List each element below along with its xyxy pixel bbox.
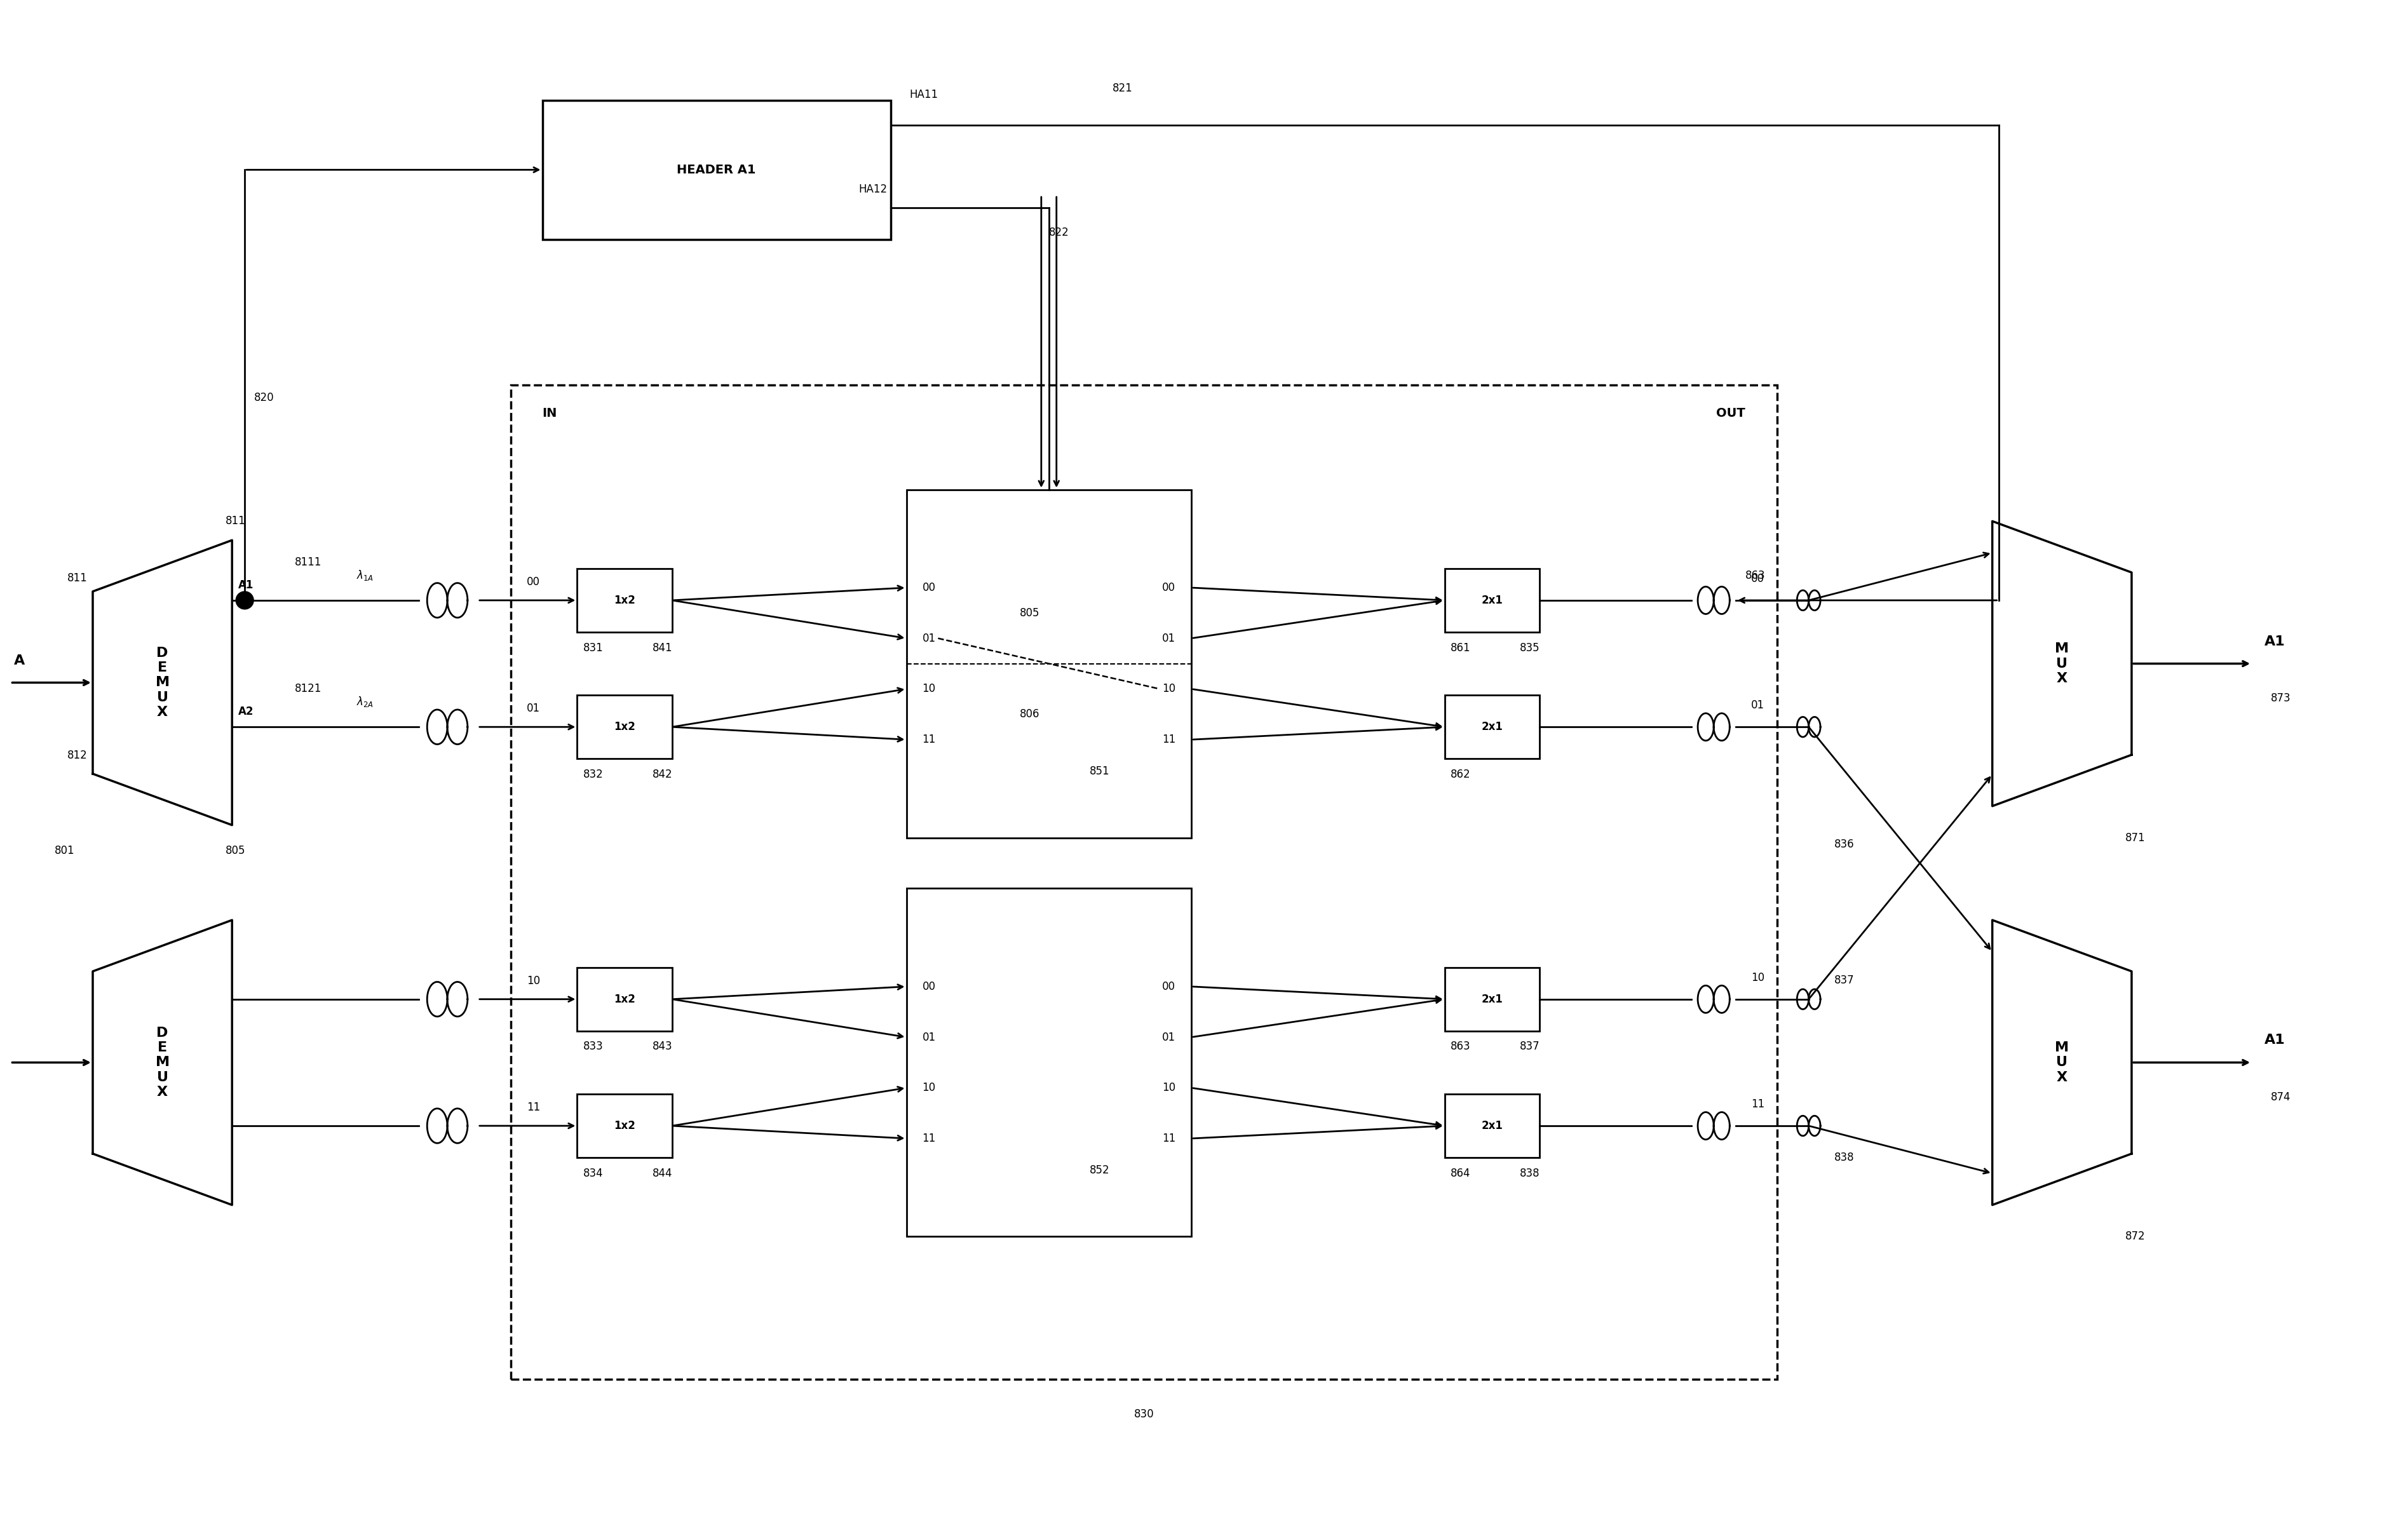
Text: 821: 821 xyxy=(1113,82,1132,94)
Text: 8111: 8111 xyxy=(294,556,323,568)
Text: 11: 11 xyxy=(1161,1133,1175,1144)
Text: $\lambda_{2A}$: $\lambda_{2A}$ xyxy=(356,695,373,708)
Bar xyxy=(1445,568,1539,631)
Text: 834: 834 xyxy=(583,1167,602,1180)
Text: 10: 10 xyxy=(1161,684,1175,695)
Text: 1x2: 1x2 xyxy=(614,721,635,733)
Text: 837: 837 xyxy=(1835,975,1854,986)
Text: 844: 844 xyxy=(652,1167,674,1180)
Text: 11: 11 xyxy=(1161,735,1175,745)
Text: 838: 838 xyxy=(1835,1152,1854,1163)
Text: 874: 874 xyxy=(2272,1092,2291,1103)
Text: D
E
M
U
X: D E M U X xyxy=(155,647,170,719)
Text: 00: 00 xyxy=(922,582,936,593)
Text: 852: 852 xyxy=(1089,1164,1108,1177)
Text: 822: 822 xyxy=(1049,226,1068,239)
Text: D
E
M
U
X: D E M U X xyxy=(155,1027,170,1098)
Text: 843: 843 xyxy=(652,1041,674,1052)
Text: 1x2: 1x2 xyxy=(614,1120,635,1132)
Text: 873: 873 xyxy=(2272,693,2291,704)
Text: 11: 11 xyxy=(1751,1098,1765,1110)
Text: 806: 806 xyxy=(1020,708,1039,721)
Text: 01: 01 xyxy=(1161,633,1175,644)
Text: A1: A1 xyxy=(2265,1033,2286,1047)
Bar xyxy=(1445,695,1539,759)
Bar xyxy=(905,889,1192,1237)
Text: HA11: HA11 xyxy=(910,89,939,100)
Bar xyxy=(578,1093,671,1158)
Text: 811: 811 xyxy=(225,516,246,527)
Text: 11: 11 xyxy=(526,1101,540,1113)
Text: 01: 01 xyxy=(922,1032,936,1043)
Text: 10: 10 xyxy=(526,975,540,987)
Text: 00: 00 xyxy=(1161,981,1175,992)
Text: 871: 871 xyxy=(2126,832,2145,844)
Bar xyxy=(511,385,1777,1380)
Text: 842: 842 xyxy=(652,768,674,781)
Bar xyxy=(578,695,671,759)
Text: 00: 00 xyxy=(526,576,540,588)
Text: A2: A2 xyxy=(239,705,253,718)
Text: 1x2: 1x2 xyxy=(614,594,635,607)
Text: 01: 01 xyxy=(922,633,936,644)
Text: 835: 835 xyxy=(1519,642,1541,653)
Text: 837: 837 xyxy=(1519,1041,1541,1052)
Bar xyxy=(1445,967,1539,1030)
Text: 00: 00 xyxy=(1161,582,1175,593)
Text: 01: 01 xyxy=(1161,1032,1175,1043)
Text: 833: 833 xyxy=(583,1041,602,1052)
Text: 861: 861 xyxy=(1450,642,1472,653)
Text: 00: 00 xyxy=(1751,573,1765,585)
Text: 8121: 8121 xyxy=(294,684,323,695)
Text: 1x2: 1x2 xyxy=(614,993,635,1006)
Text: A: A xyxy=(14,654,24,667)
Text: 10: 10 xyxy=(1751,972,1765,984)
Text: 811: 811 xyxy=(67,573,88,584)
Bar xyxy=(578,967,671,1030)
Bar xyxy=(1445,1093,1539,1158)
Circle shape xyxy=(237,591,253,610)
Text: 805: 805 xyxy=(1020,607,1039,619)
Text: 863: 863 xyxy=(1450,1041,1472,1052)
Text: 832: 832 xyxy=(583,768,602,781)
Text: IN: IN xyxy=(542,407,557,419)
Text: 10: 10 xyxy=(922,684,936,695)
Text: 872: 872 xyxy=(2126,1230,2145,1243)
Text: 00: 00 xyxy=(922,981,936,992)
Text: HEADER A1: HEADER A1 xyxy=(676,163,755,176)
Bar xyxy=(578,568,671,631)
Text: 830: 830 xyxy=(1135,1408,1154,1420)
Text: 2x1: 2x1 xyxy=(1481,993,1503,1006)
Text: 831: 831 xyxy=(583,642,602,653)
Text: 820: 820 xyxy=(253,393,275,403)
Text: 11: 11 xyxy=(922,735,936,745)
Text: 862: 862 xyxy=(1450,768,1472,781)
Text: 812: 812 xyxy=(67,750,88,761)
Text: 01: 01 xyxy=(1751,699,1765,711)
Text: 836: 836 xyxy=(1835,838,1854,850)
Text: 801: 801 xyxy=(55,844,74,856)
Bar xyxy=(542,100,891,239)
Text: A1: A1 xyxy=(2265,634,2286,648)
Text: 841: 841 xyxy=(652,642,674,653)
Text: OUT: OUT xyxy=(1715,407,1746,419)
Text: 2x1: 2x1 xyxy=(1481,721,1503,733)
Bar xyxy=(905,490,1192,838)
Text: 01: 01 xyxy=(526,702,540,715)
Text: 10: 10 xyxy=(922,1083,936,1093)
Text: A1: A1 xyxy=(239,579,253,591)
Text: M
U
X: M U X xyxy=(2055,1041,2069,1084)
Text: 863: 863 xyxy=(1746,570,1765,581)
Text: 851: 851 xyxy=(1089,765,1108,778)
Text: $\lambda_{1A}$: $\lambda_{1A}$ xyxy=(356,568,373,582)
Text: 11: 11 xyxy=(922,1133,936,1144)
Text: M
U
X: M U X xyxy=(2055,642,2069,685)
Text: 2x1: 2x1 xyxy=(1481,594,1503,607)
Text: 864: 864 xyxy=(1450,1167,1472,1180)
Text: 10: 10 xyxy=(1161,1083,1175,1093)
Text: HA12: HA12 xyxy=(860,183,889,196)
Text: 838: 838 xyxy=(1519,1167,1541,1180)
Text: 805: 805 xyxy=(225,844,246,856)
Text: 2x1: 2x1 xyxy=(1481,1120,1503,1132)
